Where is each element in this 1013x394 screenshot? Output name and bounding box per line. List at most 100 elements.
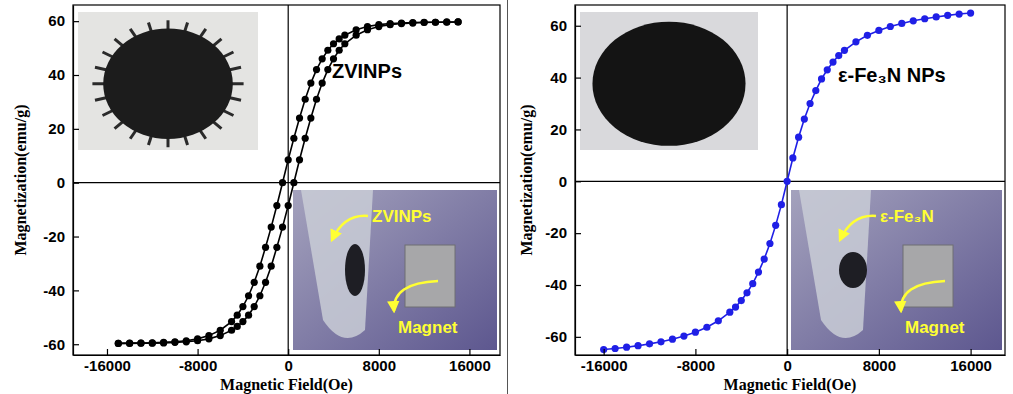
tick-label: -20 bbox=[545, 224, 567, 241]
data-point bbox=[864, 32, 871, 39]
tick-mark bbox=[379, 349, 380, 355]
data-point bbox=[692, 329, 699, 336]
data-point bbox=[341, 32, 348, 39]
tick-mark bbox=[73, 290, 79, 291]
data-point bbox=[313, 96, 320, 103]
data-point bbox=[910, 17, 917, 24]
annotation-arrow bbox=[901, 281, 945, 311]
tick-label: 16000 bbox=[950, 357, 992, 374]
tick: 0 bbox=[57, 174, 79, 191]
plot-frame bbox=[575, 5, 1005, 355]
data-point bbox=[795, 134, 802, 141]
data-point bbox=[245, 292, 252, 299]
tick-mark bbox=[288, 349, 289, 355]
tick-label: -16000 bbox=[84, 357, 131, 374]
tick-label: 16000 bbox=[449, 357, 491, 374]
y-axis: -60-40-200204060 bbox=[43, 6, 79, 356]
photo-background bbox=[78, 12, 258, 150]
tick: -16000 bbox=[581, 349, 628, 374]
data-point bbox=[443, 18, 450, 25]
tick-label: -40 bbox=[545, 276, 567, 293]
data-point bbox=[251, 279, 258, 286]
x-axis-title: Magnetic Field(Oe) bbox=[724, 376, 857, 394]
data-point bbox=[898, 20, 905, 27]
data-point bbox=[432, 19, 439, 26]
photo-insets bbox=[580, 12, 1002, 350]
data-point bbox=[933, 13, 940, 20]
axis-line bbox=[73, 6, 74, 356]
data-point bbox=[398, 20, 405, 27]
data-point bbox=[239, 303, 246, 310]
data-point bbox=[285, 156, 292, 163]
data-point bbox=[160, 339, 167, 346]
chart-panel: -16000-80000800016000-60-40-200204060Mag… bbox=[12, 5, 501, 394]
data-point bbox=[262, 279, 269, 286]
data-point bbox=[234, 312, 241, 319]
tick: 0 bbox=[559, 173, 581, 190]
chart-title: ZVINPs bbox=[332, 60, 402, 82]
axis-line bbox=[575, 6, 576, 356]
tick-mark bbox=[73, 129, 79, 130]
tick-mark bbox=[695, 349, 696, 355]
data-point bbox=[806, 100, 813, 107]
data-point bbox=[432, 19, 439, 26]
data-point bbox=[307, 79, 314, 86]
tick-mark bbox=[469, 349, 470, 355]
tick-label: -8000 bbox=[677, 357, 715, 374]
data-point bbox=[115, 340, 122, 347]
tick: 8000 bbox=[363, 349, 396, 374]
data-point bbox=[217, 332, 224, 339]
data-point bbox=[205, 335, 212, 342]
data-point bbox=[772, 222, 779, 229]
data-point bbox=[285, 202, 292, 209]
tick-label: -60 bbox=[43, 336, 65, 353]
data-point bbox=[353, 32, 360, 39]
data-point bbox=[256, 263, 263, 270]
data-point bbox=[137, 340, 144, 347]
data-point bbox=[319, 55, 326, 62]
data-point bbox=[251, 303, 258, 310]
data-point bbox=[234, 323, 241, 330]
data-point bbox=[623, 344, 630, 351]
tick-label: 60 bbox=[550, 17, 567, 34]
data-point bbox=[302, 135, 309, 142]
data-point bbox=[336, 47, 343, 54]
chart-panel: -16000-80000800016000-60-40-200204060Mag… bbox=[518, 5, 1006, 394]
tick: 0 bbox=[783, 349, 791, 374]
tick: 40 bbox=[48, 66, 79, 83]
data-point bbox=[290, 179, 297, 186]
photo-tube bbox=[301, 190, 373, 338]
tick: 8000 bbox=[863, 349, 896, 374]
data-point bbox=[228, 318, 235, 325]
data-point bbox=[778, 201, 785, 208]
data-point bbox=[812, 87, 819, 94]
data-point bbox=[841, 47, 848, 54]
data-point bbox=[824, 66, 831, 73]
data-point bbox=[239, 318, 246, 325]
annotation-arrow bbox=[840, 216, 876, 240]
tick-mark bbox=[73, 21, 79, 22]
tick: -40 bbox=[43, 282, 79, 299]
data-point bbox=[443, 19, 450, 26]
data-point bbox=[743, 289, 750, 296]
tick-mark bbox=[575, 337, 581, 338]
data-point bbox=[273, 202, 280, 209]
data-point bbox=[634, 342, 641, 349]
data-point bbox=[171, 339, 178, 346]
tick: -60 bbox=[545, 328, 581, 345]
photo-magnet bbox=[903, 245, 953, 307]
data-point bbox=[875, 27, 882, 34]
data-point bbox=[454, 18, 461, 25]
tick-mark bbox=[879, 349, 880, 355]
data-point bbox=[115, 340, 122, 347]
plot-frame bbox=[73, 5, 500, 355]
tick-label: 20 bbox=[550, 121, 567, 138]
photo-magnet bbox=[405, 245, 455, 307]
data-point bbox=[646, 340, 653, 347]
data-point bbox=[398, 19, 405, 26]
x-axis: -16000 -8000 0 8000 16000 bbox=[576, 349, 1006, 374]
data-point bbox=[268, 263, 275, 270]
data-point bbox=[749, 280, 756, 287]
data-point bbox=[330, 40, 337, 47]
tick: -16000 bbox=[84, 349, 131, 374]
